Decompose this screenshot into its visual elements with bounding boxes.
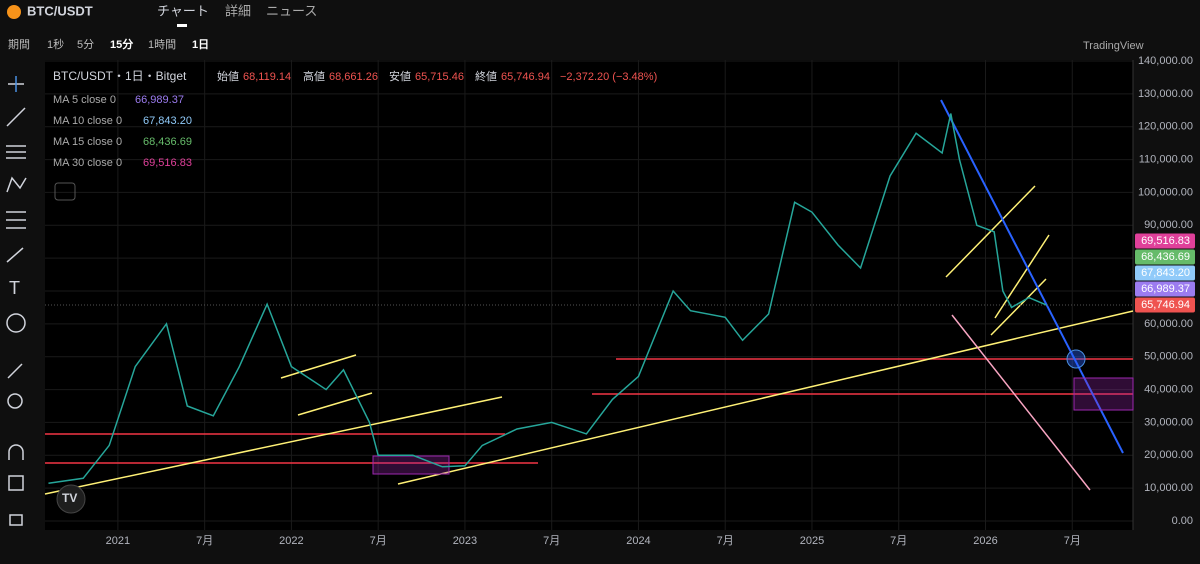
- indicator-name: MA 5 close 0: [53, 94, 116, 106]
- collapse-button[interactable]: [54, 182, 76, 201]
- trend-line: [297, 392, 373, 416]
- tool-icon[interactable]: [8, 444, 24, 460]
- price-tag: [1135, 249, 1195, 265]
- y-tick-label: 0.00: [1172, 515, 1193, 527]
- x-tick-label: 2026: [973, 535, 997, 547]
- legend-value: 65,746.94: [501, 71, 550, 83]
- y-tick-label: 40,000.00: [1144, 383, 1193, 395]
- legend-value: 68,661.26: [329, 71, 378, 83]
- tool-icon[interactable]: [6, 247, 24, 263]
- trend-line: [940, 99, 1124, 454]
- price-tag: [1135, 297, 1195, 313]
- tool-icon[interactable]: [8, 475, 24, 491]
- legend-title: BTC/USDT・1日・Bitget: [53, 69, 187, 83]
- toolbar-item[interactable]: 15分: [110, 37, 133, 51]
- legend-label: 終値: [475, 69, 497, 83]
- trend-line: [945, 185, 1036, 278]
- indicator-value: 69,516.83: [143, 157, 192, 169]
- y-tick-label: 130,000.00: [1138, 88, 1193, 100]
- x-tick-label: 2022: [279, 535, 303, 547]
- coin-icon: [7, 5, 21, 19]
- chart-pane: [45, 60, 1133, 530]
- toolbar-item[interactable]: 5分: [77, 38, 94, 51]
- y-tick-label: 20,000.00: [1144, 449, 1193, 461]
- indicator-value: 66,989.37: [135, 94, 184, 106]
- trend-line: [280, 354, 357, 379]
- tool-icon[interactable]: [6, 313, 26, 333]
- price-tag-label: 66,989.37: [1141, 283, 1190, 295]
- price-tag-label: 67,843.20: [1141, 267, 1190, 279]
- tab[interactable]: ニュース: [266, 3, 317, 18]
- trend-line: [994, 234, 1050, 319]
- x-tick-label: 7月: [370, 535, 387, 547]
- y-tick-label: 100,000.00: [1138, 186, 1193, 198]
- tab[interactable]: 詳細: [225, 3, 251, 18]
- toolbar-item[interactable]: 期間: [8, 38, 30, 51]
- price-tag-label: 68,436.69: [1141, 251, 1190, 263]
- toolbar-item[interactable]: 1時間: [148, 38, 176, 51]
- tool-icon[interactable]: [6, 211, 26, 229]
- indicator-name: MA 15 close 0: [53, 136, 122, 148]
- legend-change: −2,372.20 (−3.48%): [560, 71, 657, 83]
- x-tick-label: 7月: [196, 535, 213, 547]
- tool-icon[interactable]: [6, 107, 26, 127]
- left-toolbar: T: [6, 76, 27, 526]
- tool-icon[interactable]: [9, 514, 23, 526]
- brand[interactable]: TradingView: [1083, 40, 1144, 52]
- drawings: [44, 99, 1134, 495]
- indicator-name: MA 30 close 0: [53, 157, 122, 169]
- trend-line: [990, 278, 1047, 336]
- y-tick-label: 90,000.00: [1144, 219, 1193, 231]
- y-tick-label: 30,000.00: [1144, 416, 1193, 428]
- x-tick-label: 2024: [626, 535, 650, 547]
- tool-icon[interactable]: T: [9, 278, 20, 298]
- legend-label: 高値: [303, 69, 325, 83]
- x-tick-label: 2025: [800, 535, 824, 547]
- indicator-name: MA 10 close 0: [53, 115, 122, 127]
- legend-label: 始値: [217, 69, 239, 83]
- trend-line: [397, 310, 1134, 485]
- legend-value: 65,715.46: [415, 71, 464, 83]
- x-tick-label: 2023: [453, 535, 477, 547]
- tool-icon[interactable]: [6, 176, 27, 193]
- marker-circle: [1066, 349, 1086, 369]
- price-tag: [1135, 281, 1195, 297]
- price-line: [48, 113, 1047, 484]
- y-tick-label: 120,000.00: [1138, 121, 1193, 133]
- price-tag: [1135, 233, 1195, 249]
- x-tick-label: 7月: [890, 535, 907, 547]
- tab[interactable]: チャート: [157, 3, 209, 18]
- toolbar-item[interactable]: 1秒: [47, 37, 64, 51]
- y-tick-label: 140,000.00: [1138, 55, 1193, 67]
- x-tick-label: 2021: [106, 535, 130, 547]
- tool-icon[interactable]: [6, 145, 26, 159]
- x-tick-label: 7月: [543, 535, 560, 547]
- tv-logo: [56, 484, 86, 514]
- price-tag: [1135, 265, 1195, 281]
- tab-indicator: [177, 24, 187, 27]
- tool-icon[interactable]: [7, 363, 23, 379]
- price-tag-label: 69,516.83: [1141, 235, 1190, 247]
- legend-value: 68,119.14: [243, 71, 291, 83]
- y-tick-label: 50,000.00: [1144, 351, 1193, 363]
- y-tick-label: 10,000.00: [1144, 482, 1193, 494]
- legend-label: 安値: [389, 69, 411, 83]
- y-tick-label: 60,000.00: [1144, 318, 1193, 330]
- indicator-value: 68,436.69: [143, 136, 192, 148]
- price-tag-label: 65,746.94: [1141, 299, 1190, 311]
- x-tick-label: 7月: [717, 535, 734, 547]
- tv-logo-text: TV: [62, 491, 77, 505]
- trend-line: [44, 396, 503, 495]
- zone-box: [1073, 377, 1134, 411]
- y-tick-label: 110,000.00: [1139, 153, 1193, 165]
- toolbar-item[interactable]: 1日: [192, 38, 209, 51]
- x-tick-label: 7月: [1064, 535, 1081, 547]
- symbol[interactable]: BTC/USDT: [27, 3, 93, 18]
- trend-line: [951, 314, 1091, 491]
- tool-icon[interactable]: [7, 393, 23, 409]
- indicator-value: 67,843.20: [143, 115, 192, 127]
